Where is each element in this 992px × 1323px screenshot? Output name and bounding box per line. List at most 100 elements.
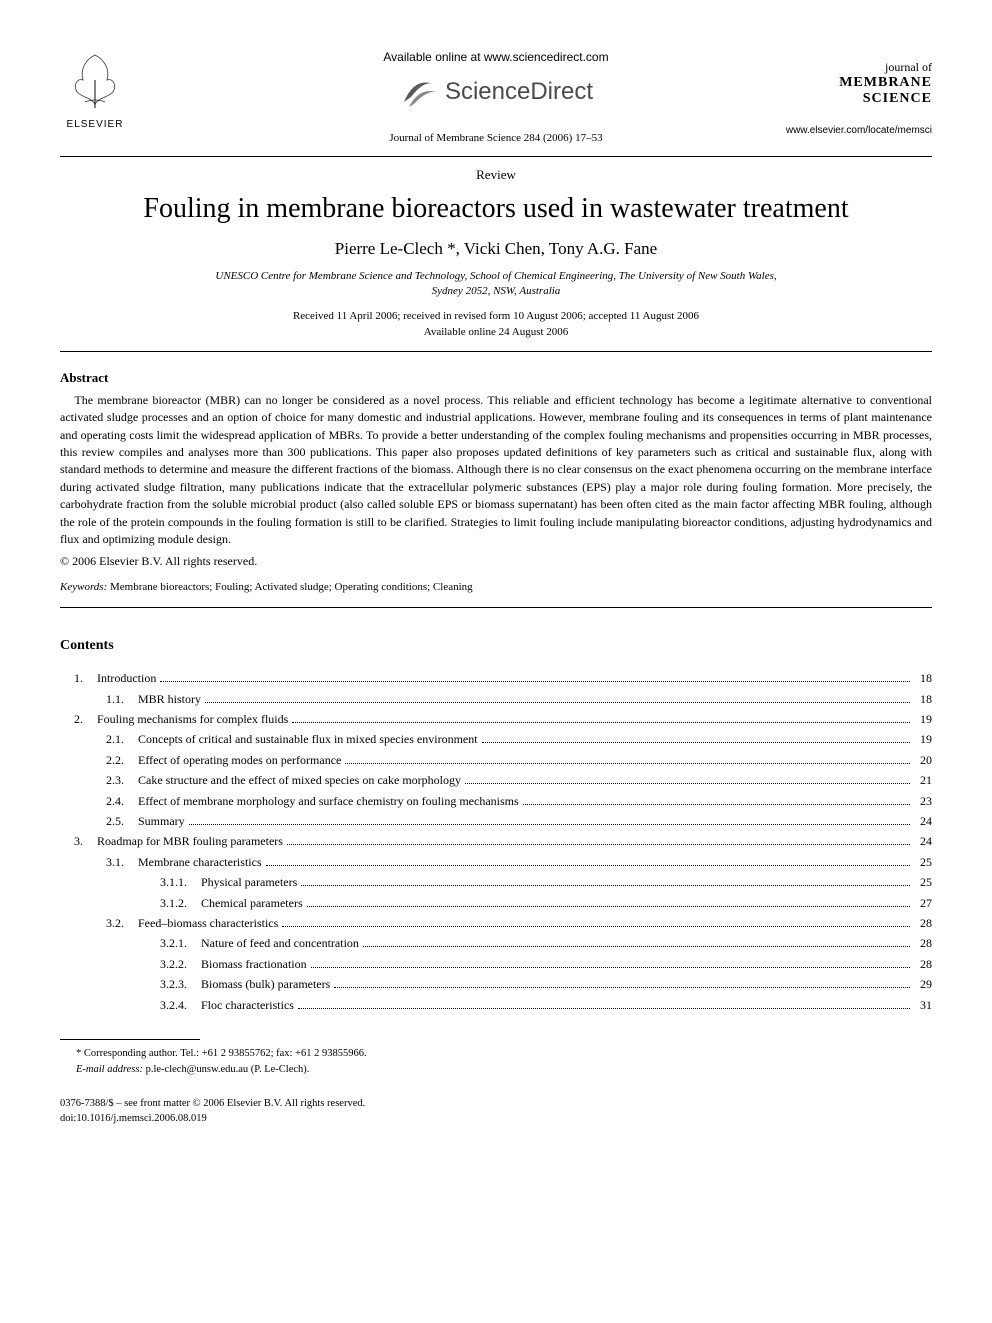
toc-number: 3.2.2. — [160, 954, 201, 974]
toc-entry: 3.2.2.Biomass fractionation28 — [60, 954, 932, 974]
toc-entry: 3.2.Feed–biomass characteristics 28 — [60, 913, 932, 933]
toc-title: Chemical parameters — [201, 893, 303, 913]
sciencedirect-logo: ScienceDirect — [399, 72, 593, 112]
toc-page: 19 — [914, 729, 932, 749]
toc-leader-dots — [298, 1008, 910, 1009]
toc-title: Fouling mechanisms for complex fluids — [97, 709, 288, 729]
keywords: Keywords: Membrane bioreactors; Fouling;… — [60, 581, 932, 593]
toc-page: 28 — [914, 913, 932, 933]
toc-number: 1.1. — [106, 689, 138, 709]
toc-title: Summary — [138, 811, 185, 831]
toc-entry: 1.1.MBR history18 — [60, 689, 932, 709]
footer-doi: doi:10.1016/j.memsci.2006.08.019 — [60, 1112, 932, 1127]
toc-leader-dots — [205, 702, 910, 703]
article-type: Review — [60, 167, 932, 183]
corresponding-author: * Corresponding author. Tel.: +61 2 9385… — [76, 1046, 932, 1062]
toc-number: 2.5. — [106, 811, 138, 831]
toc-entry: 2.Fouling mechanisms for complex fluids1… — [60, 709, 932, 729]
abstract-text: The membrane bioreactor (MBR) can no lon… — [60, 392, 932, 549]
sciencedirect-swoosh-icon — [399, 72, 439, 112]
toc-number: 2.2. — [106, 750, 138, 770]
toc-leader-dots — [334, 987, 910, 988]
toc-title: Effect of membrane morphology and surfac… — [138, 791, 519, 811]
toc-leader-dots — [301, 885, 910, 886]
toc-page: 18 — [914, 668, 932, 688]
toc-title: Feed–biomass characteristics — [138, 913, 278, 933]
toc-entry: 3.1.2.Chemical parameters27 — [60, 893, 932, 913]
copyright-line: © 2006 Elsevier B.V. All rights reserved… — [60, 554, 932, 569]
table-of-contents: 1.Introduction181.1.MBR history182.Fouli… — [60, 668, 932, 1015]
elsevier-tree-icon — [65, 50, 125, 110]
toc-entry: 3.1.1.Physical parameters25 — [60, 872, 932, 892]
toc-page: 21 — [914, 770, 932, 790]
toc-number: 3.1.2. — [160, 893, 201, 913]
toc-number: 3.1.1. — [160, 872, 201, 892]
toc-leader-dots — [292, 722, 910, 723]
toc-leader-dots — [307, 906, 910, 907]
toc-entry: 2.1.Concepts of critical and sustainable… — [60, 729, 932, 749]
toc-title: Nature of feed and concentration — [201, 933, 359, 953]
toc-page: 31 — [914, 995, 932, 1015]
toc-leader-dots — [282, 926, 910, 927]
toc-title: Effect of operating modes on performance — [138, 750, 341, 770]
toc-leader-dots — [482, 742, 910, 743]
email-value: p.le-clech@unsw.edu.au (P. Le-Clech). — [146, 1064, 310, 1075]
toc-title: Concepts of critical and sustainable flu… — [138, 729, 478, 749]
toc-page: 28 — [914, 933, 932, 953]
footer-issn: 0376-7388/$ – see front matter © 2006 El… — [60, 1097, 932, 1112]
toc-page: 24 — [914, 831, 932, 851]
toc-number: 3. — [74, 831, 97, 851]
toc-page: 25 — [914, 852, 932, 872]
toc-leader-dots — [363, 946, 910, 947]
toc-number: 2.1. — [106, 729, 138, 749]
abstract-heading: Abstract — [60, 370, 932, 386]
email-line: E-mail address: p.le-clech@unsw.edu.au (… — [76, 1062, 932, 1078]
toc-leader-dots — [160, 681, 910, 682]
toc-title: Roadmap for MBR fouling parameters — [97, 831, 283, 851]
toc-title: Biomass fractionation — [201, 954, 307, 974]
affiliation-line1: UNESCO Centre for Membrane Science and T… — [215, 270, 776, 282]
toc-entry: 3.2.3.Biomass (bulk) parameters 29 — [60, 974, 932, 994]
toc-entry: 2.5.Summary 24 — [60, 811, 932, 831]
toc-title: Introduction — [97, 668, 156, 688]
toc-entry: 3.2.4.Floc characteristics 31 — [60, 995, 932, 1015]
article-dates: Received 11 April 2006; received in revi… — [60, 308, 932, 341]
keywords-label: Keywords: — [60, 581, 107, 593]
toc-title: Membrane characteristics — [138, 852, 262, 872]
toc-title: Floc characteristics — [201, 995, 294, 1015]
toc-title: Cake structure and the effect of mixed s… — [138, 770, 461, 790]
toc-title: Biomass (bulk) parameters — [201, 974, 330, 994]
toc-page: 29 — [914, 974, 932, 994]
toc-number: 2.3. — [106, 770, 138, 790]
mid-rule — [60, 351, 932, 352]
footer: 0376-7388/$ – see front matter © 2006 El… — [60, 1097, 932, 1126]
toc-number: 3.2. — [106, 913, 138, 933]
abstract-bottom-rule — [60, 607, 932, 608]
page-header: ELSEVIER Available online at www.science… — [60, 40, 932, 144]
elsevier-label: ELSEVIER — [60, 119, 130, 130]
toc-leader-dots — [287, 844, 910, 845]
toc-entry: 3.1.Membrane characteristics25 — [60, 852, 932, 872]
journal-url: www.elsevier.com/locate/memsci — [786, 125, 932, 136]
article-title: Fouling in membrane bioreactors used in … — [60, 193, 932, 225]
toc-number: 3.2.4. — [160, 995, 201, 1015]
sciencedirect-text: ScienceDirect — [445, 78, 593, 106]
toc-leader-dots — [311, 967, 910, 968]
toc-page: 24 — [914, 811, 932, 831]
toc-page: 20 — [914, 750, 932, 770]
toc-leader-dots — [465, 783, 910, 784]
toc-number: 2. — [74, 709, 97, 729]
toc-entry: 1.Introduction18 — [60, 668, 932, 688]
toc-number: 3.2.1. — [160, 933, 201, 953]
elsevier-logo: ELSEVIER — [60, 50, 130, 130]
toc-leader-dots — [189, 824, 910, 825]
toc-entry: 2.2.Effect of operating modes on perform… — [60, 750, 932, 770]
toc-leader-dots — [266, 865, 910, 866]
toc-page: 25 — [914, 872, 932, 892]
journal-logo-line3: SCIENCE — [786, 91, 932, 107]
contents-heading: Contents — [60, 638, 932, 654]
toc-number: 3.2.3. — [160, 974, 201, 994]
toc-entry: 2.4.Effect of membrane morphology and su… — [60, 791, 932, 811]
toc-page: 18 — [914, 689, 932, 709]
toc-leader-dots — [523, 804, 910, 805]
